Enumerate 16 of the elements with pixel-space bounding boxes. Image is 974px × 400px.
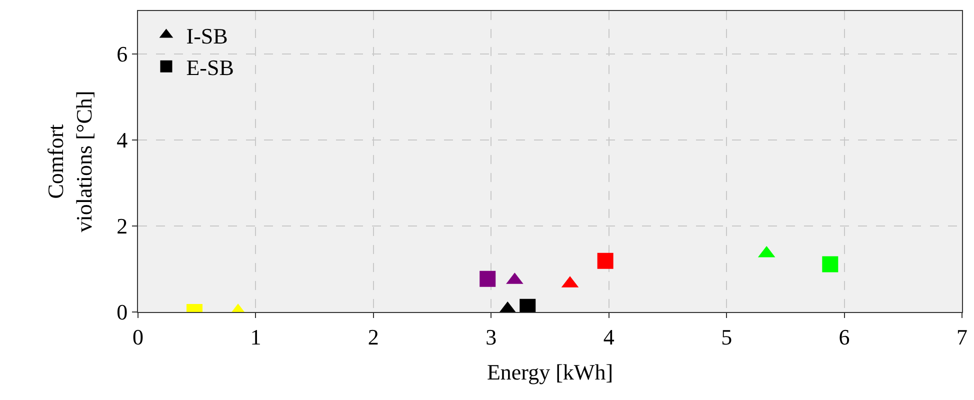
y-tick-label: 4 [116, 128, 128, 153]
y-tick-label: 2 [116, 214, 128, 239]
legend-label: E-SB [186, 54, 234, 80]
y-tick-label: 6 [116, 42, 128, 67]
x-tick-label: 4 [603, 324, 614, 350]
x-axis-title: Energy [kWh] [486, 359, 614, 384]
x-tick-label: 3 [486, 324, 497, 350]
y-tick-label: 0 [116, 300, 128, 325]
x-tick-label: 2 [368, 324, 379, 350]
x-tick-label: 1 [250, 324, 262, 350]
x-tick-label: 0 [132, 324, 144, 350]
x-tick-label: 7 [956, 324, 968, 350]
legend-label: I-SB [186, 23, 228, 48]
x-tick-label: 5 [721, 324, 732, 350]
y-axis-title: Comfort violations [°Ch] [42, 90, 96, 232]
x-tick-label: 6 [838, 324, 850, 350]
